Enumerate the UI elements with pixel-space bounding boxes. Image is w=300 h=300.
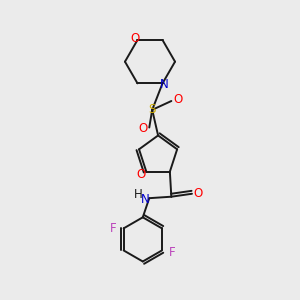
Text: H: H — [134, 188, 142, 201]
Text: O: O — [130, 32, 140, 45]
Text: O: O — [173, 93, 182, 106]
Text: F: F — [169, 246, 176, 259]
Text: O: O — [138, 122, 147, 136]
Text: O: O — [136, 167, 146, 181]
Text: N: N — [160, 78, 169, 91]
Text: S: S — [148, 103, 156, 116]
Text: F: F — [110, 222, 116, 235]
Text: O: O — [194, 187, 203, 200]
Text: N: N — [140, 193, 149, 206]
